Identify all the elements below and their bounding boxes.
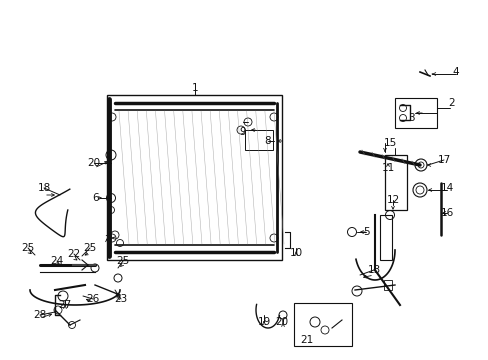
Text: 21: 21 [300, 335, 313, 345]
Text: 11: 11 [381, 163, 394, 173]
Bar [293, 303, 351, 346]
Text: 6: 6 [93, 193, 99, 203]
Text: 3: 3 [407, 113, 413, 123]
Bar [244, 130, 272, 150]
Text: 7: 7 [103, 235, 110, 245]
Text: 9: 9 [239, 127, 246, 137]
Text: 19: 19 [257, 317, 270, 327]
Text: 13: 13 [366, 265, 380, 275]
Bar [107, 95, 282, 260]
Text: 8: 8 [264, 136, 271, 146]
Text: 16: 16 [440, 208, 453, 218]
Text: 4: 4 [452, 67, 458, 77]
Text: 26: 26 [86, 294, 100, 304]
Text: 27: 27 [58, 300, 71, 310]
Text: 25: 25 [21, 243, 35, 253]
Bar [383, 280, 391, 290]
Text: 24: 24 [50, 256, 63, 266]
Text: 20: 20 [87, 158, 101, 168]
Text: 5: 5 [362, 227, 368, 237]
Text: 10: 10 [289, 248, 302, 258]
Text: 25: 25 [83, 243, 97, 253]
Text: 12: 12 [386, 195, 399, 205]
Text: 14: 14 [440, 183, 453, 193]
Text: 17: 17 [436, 155, 450, 165]
Bar [379, 215, 391, 260]
Text: 28: 28 [33, 310, 46, 320]
Text: 22: 22 [67, 249, 81, 259]
Text: 1: 1 [191, 83, 198, 93]
Text: 2: 2 [448, 98, 454, 108]
Text: 20: 20 [275, 317, 288, 327]
Text: 18: 18 [37, 183, 51, 193]
Text: 23: 23 [114, 294, 127, 304]
Bar [394, 98, 436, 128]
Text: 15: 15 [383, 138, 396, 148]
Text: 25: 25 [116, 256, 129, 266]
Bar [384, 155, 406, 210]
